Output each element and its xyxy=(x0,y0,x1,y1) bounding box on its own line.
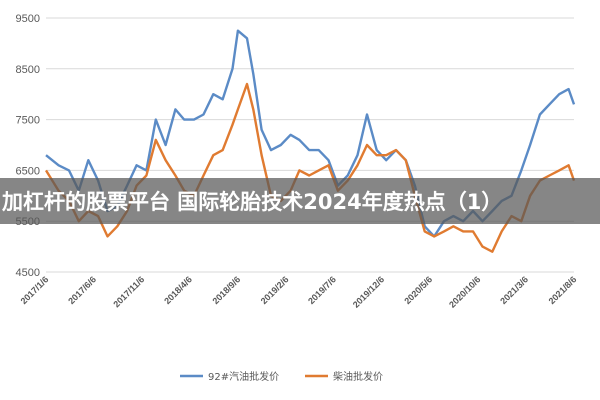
y-axis-ticks: 450055006500750085009500 xyxy=(16,13,40,279)
x-tick-label: 2021/8/6 xyxy=(547,274,579,306)
x-tick-label: 2020/10/6 xyxy=(447,274,482,309)
x-tick-label: 2017/1/6 xyxy=(19,274,51,306)
overlay-banner: 加杠杆的股票平台 国际轮胎技术2024年度热点（1） xyxy=(0,178,600,224)
x-tick-label: 2017/6/6 xyxy=(66,274,98,306)
x-tick-label: 2020/5/6 xyxy=(402,274,434,306)
x-axis-ticks: 2017/1/6 2017/6/6 2017/11/6 2018/4/6 2018/9/… xyxy=(19,274,579,309)
overlay-title: 加杠杆的股票平台 国际轮胎技术2024年度热点（1） xyxy=(2,190,503,214)
legend-label-92-gasoline: 92#汽油批发价 xyxy=(208,370,279,383)
y-tick-label: 8500 xyxy=(16,64,40,76)
x-tick-label: 2019/2/6 xyxy=(259,274,291,306)
y-tick-label: 7500 xyxy=(16,115,40,127)
x-tick-label: 2021/3/6 xyxy=(498,274,530,306)
series-line-diesel xyxy=(44,82,576,253)
x-tick-label: 2017/11/6 xyxy=(111,274,146,309)
x-tick-label: 2019/12/6 xyxy=(351,274,386,309)
x-tick-label: 2018/4/6 xyxy=(162,274,194,306)
x-tick-label: 2019/7/6 xyxy=(306,274,338,306)
y-tick-label: 4500 xyxy=(16,267,40,279)
legend-label-diesel: 柴油批发价 xyxy=(333,370,383,383)
grid-lines xyxy=(46,17,574,273)
x-tick-label: 2018/9/6 xyxy=(210,274,242,306)
y-tick-label: 9500 xyxy=(16,13,40,25)
legend: 92#汽油批发价 柴油批发价 xyxy=(180,370,383,383)
y-tick-label: 6500 xyxy=(16,165,40,177)
